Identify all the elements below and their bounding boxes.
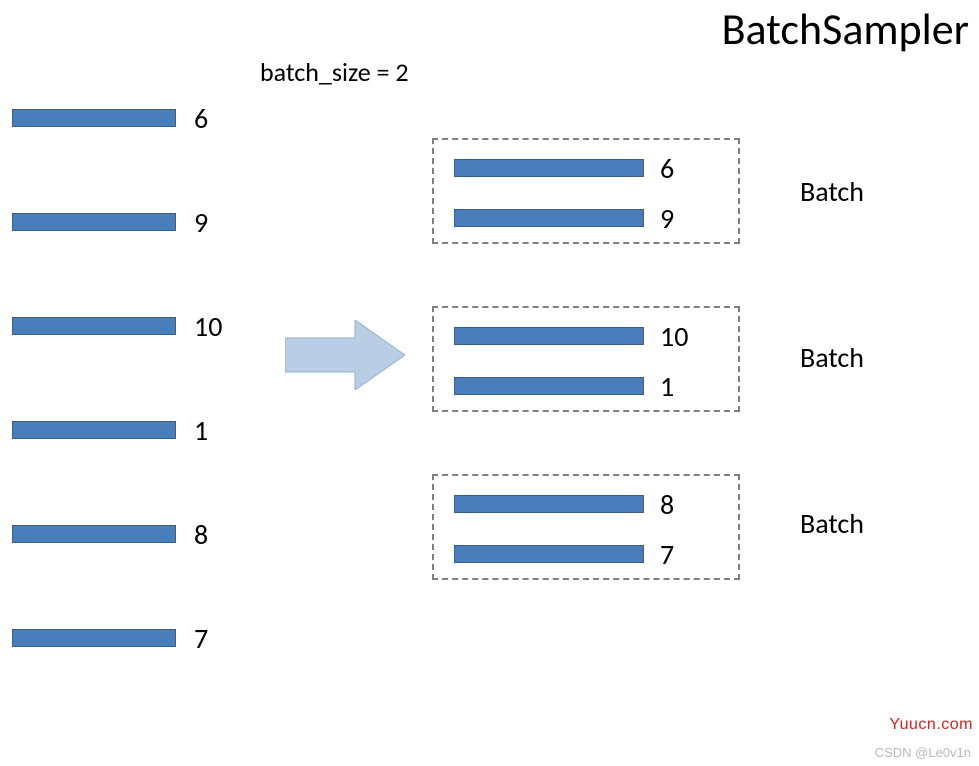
data-value: 10 xyxy=(660,319,688,354)
input-item: 9 xyxy=(12,212,234,232)
watermark-yuucn: Yuucn.com xyxy=(889,716,973,734)
data-bar xyxy=(12,109,176,127)
data-bar xyxy=(454,545,644,563)
data-bar xyxy=(12,525,176,543)
data-value: 10 xyxy=(194,309,234,344)
data-value: 1 xyxy=(194,413,234,448)
data-bar xyxy=(12,421,176,439)
input-item: 8 xyxy=(12,524,234,544)
batch-box: 87 xyxy=(432,474,740,580)
data-value: 6 xyxy=(194,101,234,136)
data-bar xyxy=(454,377,644,395)
input-item: 7 xyxy=(12,628,234,648)
input-list: 6 9 10 1 8 7 xyxy=(12,108,234,732)
data-value: 1 xyxy=(660,369,674,404)
data-value: 8 xyxy=(194,517,234,552)
batch-row: 9 xyxy=(454,208,718,228)
data-bar xyxy=(12,629,176,647)
data-value: 9 xyxy=(194,205,234,240)
batch-label: Batch xyxy=(800,506,864,541)
data-value: 9 xyxy=(660,201,674,236)
batch-row: 10 xyxy=(454,326,718,346)
data-bar xyxy=(454,159,644,177)
data-value: 7 xyxy=(194,621,234,656)
data-bar xyxy=(454,209,644,227)
input-item: 1 xyxy=(12,420,234,440)
data-bar xyxy=(12,317,176,335)
data-value: 6 xyxy=(660,151,674,186)
data-bar xyxy=(12,213,176,231)
input-item: 10 xyxy=(12,316,234,336)
page-title: BatchSampler xyxy=(722,2,969,56)
data-value: 8 xyxy=(660,487,674,522)
arrow-icon xyxy=(285,320,405,395)
watermark-csdn: CSDN @Le0v1n xyxy=(875,745,971,760)
batch-size-label: batch_size = 2 xyxy=(260,56,409,88)
batch-row: 1 xyxy=(454,376,718,396)
batch-row: 6 xyxy=(454,158,718,178)
data-bar xyxy=(454,495,644,513)
input-item: 6 xyxy=(12,108,234,128)
data-value: 7 xyxy=(660,537,674,572)
batch-label: Batch xyxy=(800,340,864,375)
data-bar xyxy=(454,327,644,345)
batch-row: 8 xyxy=(454,494,718,514)
batch-box: 10 1 xyxy=(432,306,740,412)
batch-label: Batch xyxy=(800,174,864,209)
batch-box: 69 xyxy=(432,138,740,244)
batch-list: 6910187 xyxy=(432,138,740,580)
batch-row: 7 xyxy=(454,544,718,564)
